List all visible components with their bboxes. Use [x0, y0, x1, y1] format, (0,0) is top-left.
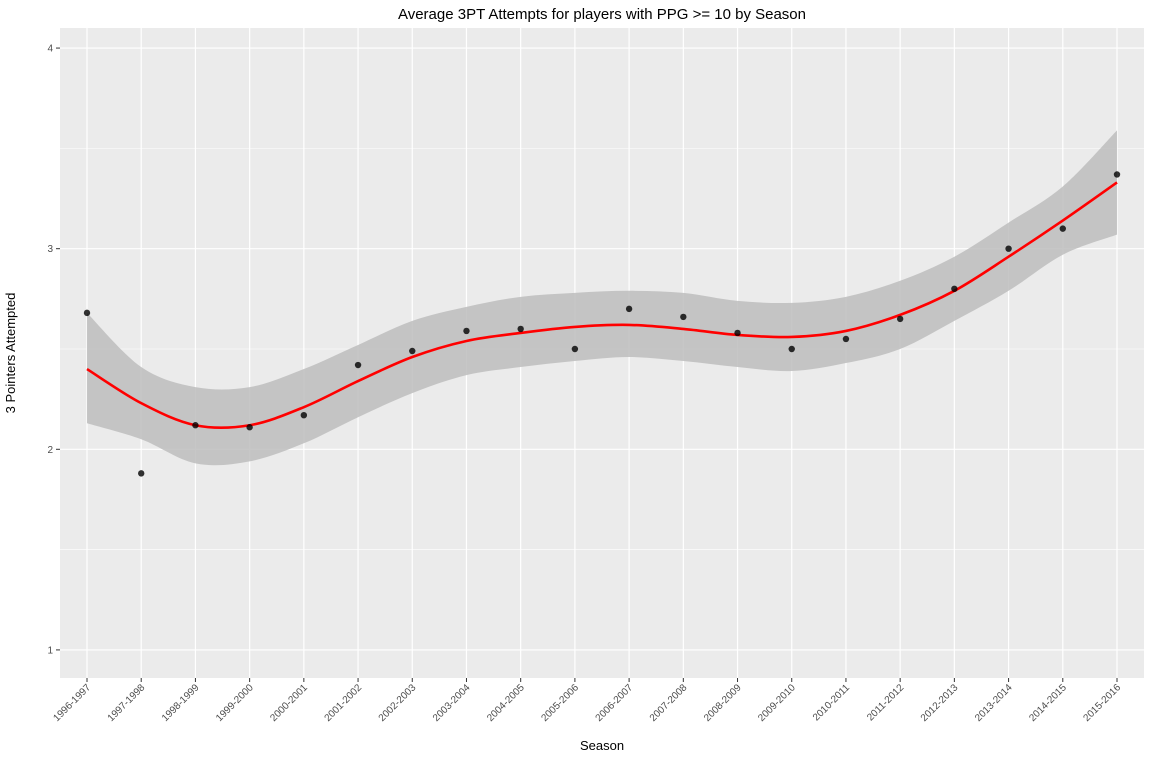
y-axis-title: 3 Pointers Attempted: [3, 293, 18, 414]
data-point: [83, 309, 91, 317]
data-point: [138, 470, 145, 477]
data-point: [1005, 245, 1012, 252]
scatter-points: [83, 171, 1121, 477]
y-tick-label: 2: [47, 445, 53, 456]
data-point: [734, 329, 741, 337]
y-tick-label: 3: [47, 244, 53, 255]
data-point: [192, 422, 199, 429]
data-point: [463, 327, 470, 335]
data-point: [409, 347, 416, 355]
data-point: [571, 345, 579, 353]
data-point: [300, 411, 308, 419]
y-tick-label: 4: [47, 44, 53, 55]
data-point: [842, 335, 850, 343]
data-point: [680, 313, 687, 321]
y-tick-label: 1: [47, 645, 53, 656]
y-axis: 1 2 3 4: [47, 44, 60, 656]
data-point: [1059, 225, 1066, 232]
data-point: [951, 285, 958, 293]
data-point: [625, 305, 633, 313]
data-point: [246, 424, 253, 431]
data-point: [354, 361, 362, 369]
x-axis-title: Season: [580, 738, 624, 753]
data-point: [788, 345, 795, 353]
data-point: [1113, 171, 1121, 178]
data-point: [896, 315, 904, 323]
chart-title: Average 3PT Attempts for players with PP…: [398, 6, 806, 23]
data-point: [517, 325, 524, 333]
confidence-band: [87, 130, 1117, 466]
